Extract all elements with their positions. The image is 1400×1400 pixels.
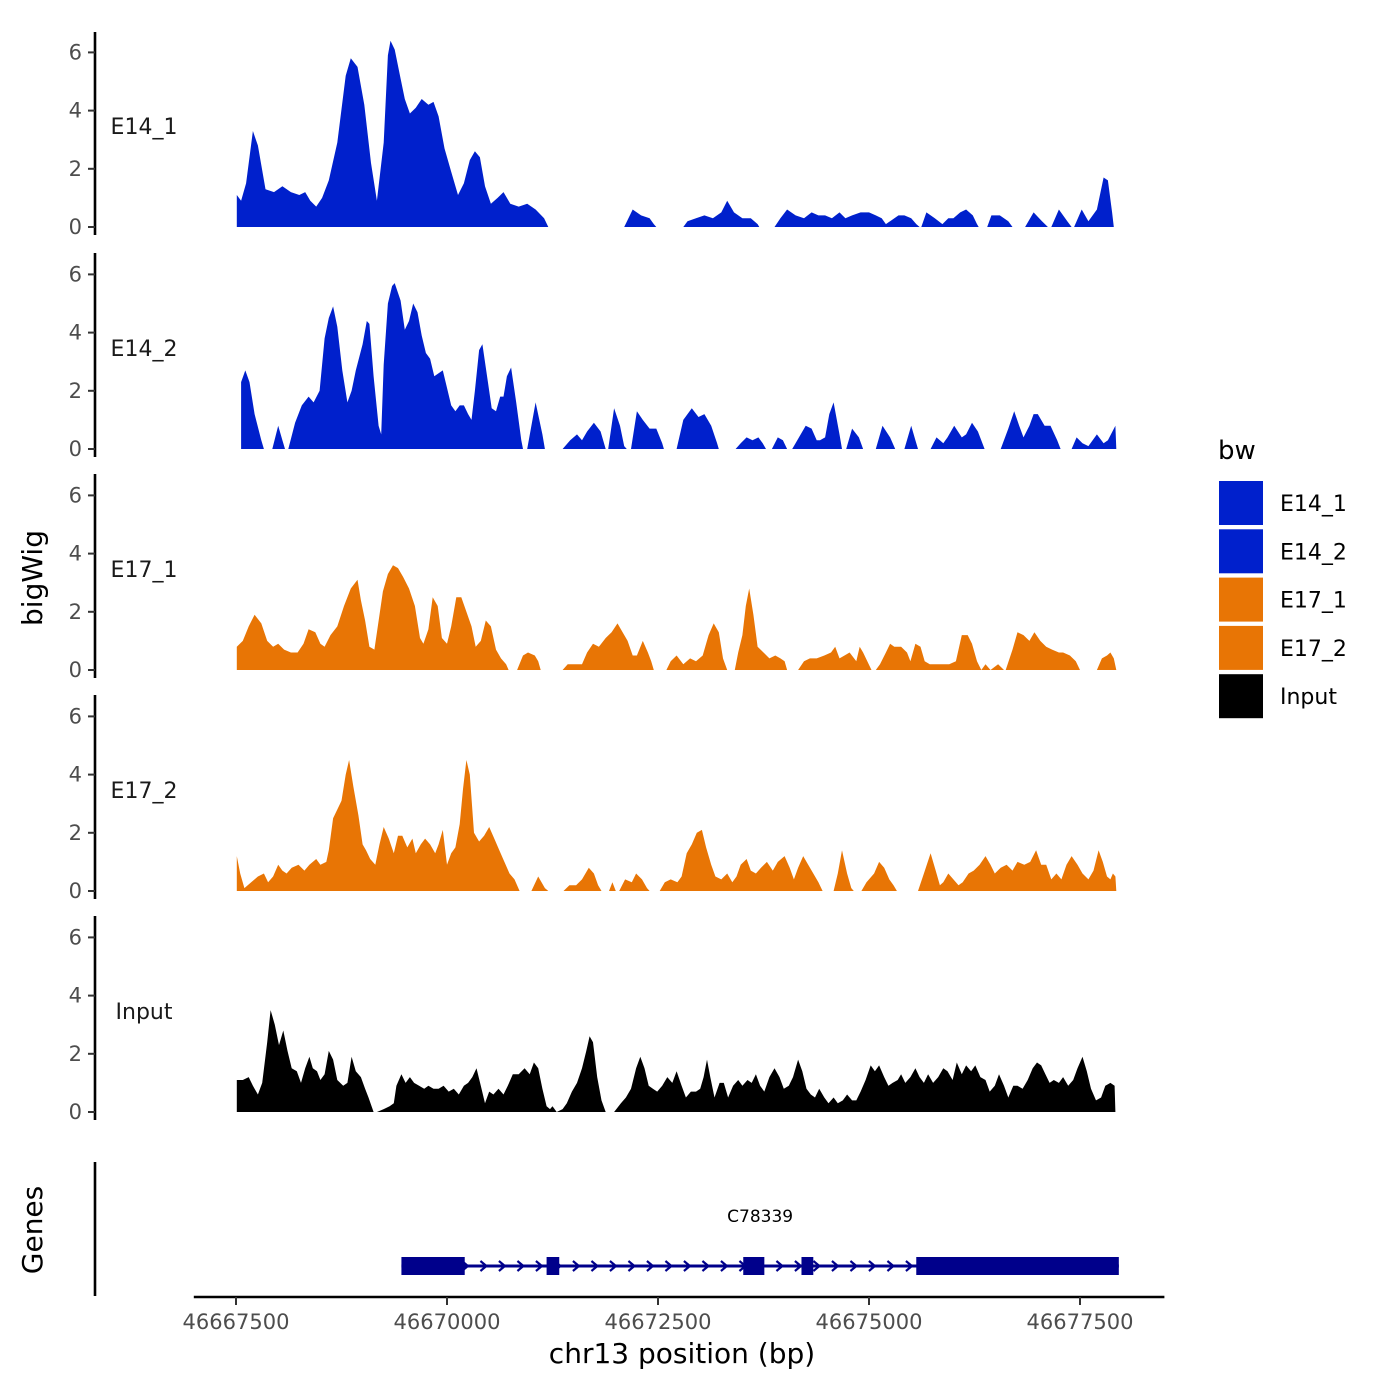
y-tick-label: 6 <box>69 262 82 286</box>
strand-arrow <box>572 1260 581 1272</box>
x-axis-title: chr13 position (bp) <box>549 1337 815 1370</box>
legend-title: bw <box>1218 436 1256 466</box>
track-label: E14_1 <box>111 115 178 140</box>
legend-label: E14_1 <box>1280 492 1347 517</box>
strand-arrow <box>812 1260 822 1272</box>
x-tick-label: 46667500 <box>183 1310 290 1334</box>
y-tick-label: 6 <box>69 40 82 64</box>
strand-arrow <box>627 1260 637 1272</box>
x-tick-label: 46675000 <box>816 1310 923 1334</box>
strand-arrow <box>794 1260 803 1272</box>
strand-arrow <box>590 1260 600 1272</box>
legend-label: E14_2 <box>1280 540 1347 565</box>
y-tick-label: 2 <box>69 157 82 181</box>
y-tick-label: 0 <box>69 1100 82 1124</box>
y-tick-label: 6 <box>69 483 82 507</box>
y-axis-title: bigWig <box>16 530 49 626</box>
x-tick-label: 46670000 <box>394 1310 501 1334</box>
gene-name-label: C78339 <box>727 1207 793 1227</box>
y-tick-label: 0 <box>69 879 82 903</box>
legend-swatch <box>1219 625 1263 670</box>
signal-area-input <box>236 1010 1116 1112</box>
y-tick-label: 4 <box>69 763 82 787</box>
signal-area-e14-1 <box>236 40 1114 227</box>
legend-swatch <box>1219 529 1263 574</box>
y-tick-label: 4 <box>69 542 82 566</box>
signal-tracks: 0 2 4 6 E14_1 0 2 4 6 E14_2 0 2 4 6 E17_1 0 2 4 6 E17_2 0 2 4 6… <box>69 32 1117 1124</box>
legend-swatch <box>1219 577 1263 622</box>
strand-arrow <box>849 1260 859 1272</box>
strand-arrow <box>609 1260 618 1272</box>
track-label: E17_2 <box>111 779 178 804</box>
track-label: E17_1 <box>111 558 178 583</box>
gene-exon <box>546 1257 560 1275</box>
y-tick-label: 4 <box>69 99 82 123</box>
y-tick-label: 2 <box>69 379 82 403</box>
gene-exon <box>743 1257 765 1275</box>
strand-arrow <box>720 1260 729 1272</box>
y-tick-label: 2 <box>69 1042 82 1066</box>
x-axis: 46667500 46670000 46672500 46675000 46677500 <box>183 1295 1165 1334</box>
track-e14-1: 0 2 4 6 E14_1 <box>69 32 1114 239</box>
track-input: 0 2 4 6 Input <box>69 916 1116 1124</box>
track-e17-1: 0 2 4 6 E17_1 <box>69 474 1117 682</box>
strand-arrow <box>683 1260 692 1272</box>
signal-area-e17-2 <box>236 760 1117 891</box>
strand-arrow <box>516 1260 526 1272</box>
strand-arrow <box>479 1260 489 1272</box>
y-tick-label: 4 <box>69 984 82 1008</box>
strand-arrow <box>775 1260 785 1272</box>
y-tick-label: 0 <box>69 215 82 239</box>
strand-arrow <box>646 1260 655 1272</box>
x-tick-label: 46677500 <box>1027 1310 1134 1334</box>
strand-arrow <box>535 1260 544 1272</box>
legend-label: E17_1 <box>1280 589 1347 614</box>
y-tick-label: 4 <box>69 321 82 345</box>
gene-exon <box>401 1257 465 1275</box>
strand-arrow <box>886 1260 896 1272</box>
strand-arrow <box>701 1260 711 1272</box>
y-tick-label: 6 <box>69 925 82 949</box>
strand-arrow <box>905 1260 914 1272</box>
track-e14-2: 0 2 4 6 E14_2 <box>69 253 1117 461</box>
y-tick-label: 0 <box>69 437 82 461</box>
y-tick-label: 2 <box>69 821 82 845</box>
legend-swatch <box>1219 481 1263 525</box>
gene-track-title: Genes <box>16 1186 49 1274</box>
track-e17-2: 0 2 4 6 E17_2 <box>69 695 1117 903</box>
legend-label: E17_2 <box>1280 637 1347 662</box>
strand-arrow <box>868 1260 877 1272</box>
track-label: Input <box>116 1000 173 1025</box>
signal-area-e14-2 <box>241 283 1117 449</box>
strand-arrow <box>831 1260 840 1272</box>
strand-arrow <box>498 1260 507 1272</box>
gene-track-panel: C78339 <box>93 1162 1119 1296</box>
legend: bw E14_1 E14_2 E17_1 E17_2 Input <box>1218 436 1347 719</box>
gene-exon <box>801 1257 814 1275</box>
legend-swatch <box>1219 674 1263 719</box>
strand-arrow <box>664 1260 674 1272</box>
track-label: E14_2 <box>111 337 178 362</box>
legend-label: Input <box>1280 685 1337 710</box>
y-tick-label: 0 <box>69 658 82 682</box>
y-tick-label: 2 <box>69 600 82 624</box>
x-tick-label: 46672500 <box>605 1310 712 1334</box>
gene-exon <box>916 1257 1119 1275</box>
y-tick-label: 6 <box>69 704 82 728</box>
signal-area-e17-1 <box>236 565 1117 670</box>
